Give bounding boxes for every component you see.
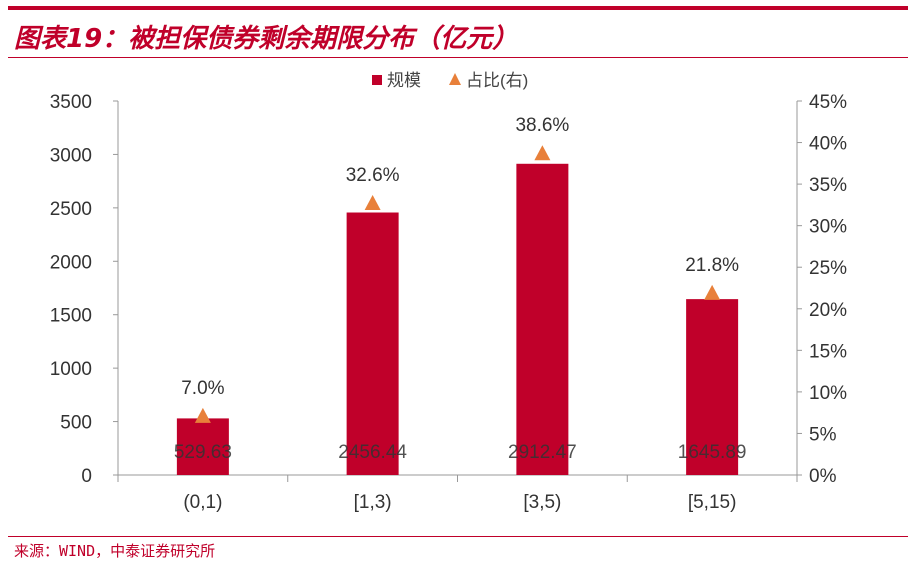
bar xyxy=(346,212,399,475)
source-note: 来源：WIND，中泰证券研究所 xyxy=(14,542,216,560)
source-rule xyxy=(8,536,908,537)
y2-tick-label: 5% xyxy=(809,424,837,445)
y-tick-label: 500 xyxy=(60,413,92,434)
y2-tick-label: 45% xyxy=(809,92,847,113)
share-marker xyxy=(194,407,211,423)
title-underline xyxy=(8,57,908,58)
y2-tick-label: 35% xyxy=(809,175,847,196)
share-label: 32.6% xyxy=(346,165,400,186)
y2-tick-label: 30% xyxy=(809,217,847,238)
x-tick-label: [3,5) xyxy=(523,492,561,513)
chart-title: 图表19：被担保债券剩余期限分布（亿元） xyxy=(14,24,519,54)
legend-share-label: 占比(右) xyxy=(466,71,528,90)
share-label: 21.8% xyxy=(685,255,739,276)
top-rule xyxy=(8,6,908,10)
x-tick-label: [5,15) xyxy=(688,492,737,513)
bar xyxy=(686,299,739,475)
legend-bar-label: 规模 xyxy=(387,71,421,90)
bar-value-label: 2912.47 xyxy=(508,442,577,463)
y-tick-label: 2000 xyxy=(50,252,92,273)
legend-bar-swatch xyxy=(372,75,382,85)
y2-tick-label: 40% xyxy=(809,134,847,155)
share-label: 38.6% xyxy=(515,115,569,136)
legend-triangle-swatch xyxy=(449,73,461,85)
x-tick-label: [1,3) xyxy=(354,492,392,513)
bar-value-label: 2456.44 xyxy=(338,442,407,463)
y-tick-label: 1500 xyxy=(50,306,92,327)
y2-tick-label: 10% xyxy=(809,383,847,404)
bar xyxy=(516,163,569,475)
share-label: 7.0% xyxy=(181,378,224,399)
bar-value-label: 1645.89 xyxy=(678,442,747,463)
share-marker xyxy=(704,284,721,300)
share-marker xyxy=(364,195,381,211)
y-tick-label: 1000 xyxy=(50,359,92,380)
y-tick-label: 3000 xyxy=(50,145,92,166)
y2-tick-label: 20% xyxy=(809,300,847,321)
y2-tick-label: 0% xyxy=(809,466,837,487)
bar-value-label: 529.63 xyxy=(174,442,232,463)
x-tick-label: (0,1) xyxy=(183,492,222,513)
y2-tick-label: 15% xyxy=(809,341,847,362)
y-tick-label: 3500 xyxy=(50,92,92,113)
bar xyxy=(176,418,229,475)
share-marker xyxy=(534,145,551,161)
y-tick-label: 0 xyxy=(81,466,92,487)
y2-tick-label: 25% xyxy=(809,258,847,279)
y-tick-label: 2500 xyxy=(50,199,92,220)
